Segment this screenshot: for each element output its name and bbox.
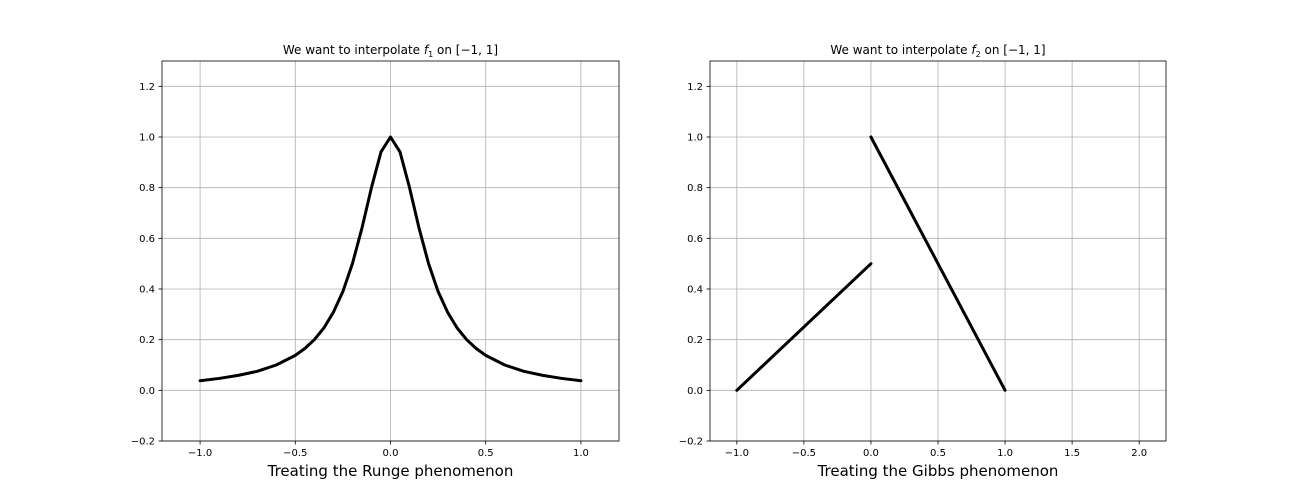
gibbs-xtick-label: −1.0 bbox=[725, 448, 749, 459]
gibbs-series-line-0 bbox=[735, 262, 873, 392]
runge-ytick-label: 0.6 bbox=[139, 234, 155, 245]
gibbs-plot: −1.0 −0.5 0.0 0.5 1.0 1.5 2.0 −0.2 0.0 0.2 0.4 0.6 0… bbox=[679, 43, 1167, 480]
runge-xtick-label: 1.0 bbox=[573, 448, 589, 459]
runge-series-line-0 bbox=[198, 135, 583, 383]
runge-ytick-label: 0.8 bbox=[139, 183, 155, 194]
runge-ytick-label: 0.2 bbox=[139, 335, 155, 346]
runge-ytick-label: 1.2 bbox=[139, 82, 155, 93]
gibbs-ytick-label: 0.0 bbox=[687, 386, 703, 397]
runge-ticks: −1.0 −0.5 0.0 0.5 1.0 −0.2 0.0 0.2 0.4 0.6 0.8 1.0 1… bbox=[131, 82, 589, 459]
gibbs-ytick-label: 0.8 bbox=[687, 183, 703, 194]
gibbs-ytick-label: −0.2 bbox=[679, 437, 703, 448]
gibbs-xtick-label: 2.0 bbox=[1131, 448, 1147, 459]
runge-xtick-label: 0.5 bbox=[478, 448, 494, 459]
gibbs-title: We want to interpolate f2 on [−1, 1] bbox=[830, 43, 1045, 59]
gibbs-xtick-label: 1.5 bbox=[1064, 448, 1080, 459]
gibbs-xtick-label: 1.0 bbox=[997, 448, 1013, 459]
gibbs-xtick-label: 0.0 bbox=[863, 448, 879, 459]
runge-ytick-label: 0.4 bbox=[139, 285, 155, 296]
runge-xtick-label: −0.5 bbox=[283, 448, 307, 459]
runge-series bbox=[198, 135, 583, 383]
gibbs-ytick-label: 1.0 bbox=[687, 133, 703, 144]
gibbs-ytick-label: 0.2 bbox=[687, 335, 703, 346]
gibbs-ytick-label: 1.2 bbox=[687, 82, 703, 93]
runge-plot: −1.0 −0.5 0.0 0.5 1.0 −0.2 0.0 0.2 0.4 0.6 0.8 1.0 1… bbox=[131, 43, 620, 480]
gibbs-grid bbox=[710, 61, 1166, 442]
runge-ytick-label: −0.2 bbox=[131, 437, 155, 448]
gibbs-series bbox=[735, 135, 1007, 392]
runge-xtick-label: 0.0 bbox=[383, 448, 399, 459]
gibbs-ytick-label: 0.6 bbox=[687, 234, 703, 245]
runge-grid bbox=[162, 61, 619, 442]
gibbs-xlabel: Treating the Gibbs phenomenon bbox=[817, 462, 1059, 480]
gibbs-ytick-label: 0.4 bbox=[687, 285, 703, 296]
runge-ytick-label: 0.0 bbox=[139, 386, 155, 397]
runge-xlabel: Treating the Runge phenomenon bbox=[267, 462, 514, 480]
gibbs-series-line-1 bbox=[869, 135, 1007, 392]
gibbs-ticks: −1.0 −0.5 0.0 0.5 1.0 1.5 2.0 −0.2 0.0 0.2 0.4 0.6 0… bbox=[679, 82, 1147, 459]
gibbs-xtick-label: −0.5 bbox=[792, 448, 816, 459]
runge-ytick-label: 1.0 bbox=[139, 133, 155, 144]
runge-title: We want to interpolate f1 on [−1, 1] bbox=[283, 43, 498, 59]
gibbs-xtick-label: 0.5 bbox=[930, 448, 946, 459]
runge-xtick-label: −1.0 bbox=[188, 448, 212, 459]
